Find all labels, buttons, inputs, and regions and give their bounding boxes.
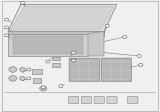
FancyBboxPatch shape [94, 96, 104, 103]
FancyBboxPatch shape [68, 96, 79, 103]
Bar [32, 69, 42, 74]
Circle shape [20, 76, 25, 80]
Polygon shape [69, 58, 99, 81]
Circle shape [105, 24, 109, 27]
Circle shape [72, 51, 76, 54]
Circle shape [41, 86, 45, 89]
Circle shape [59, 85, 63, 88]
FancyBboxPatch shape [81, 96, 92, 103]
Circle shape [139, 64, 143, 66]
Polygon shape [13, 36, 83, 54]
Polygon shape [8, 4, 117, 31]
Circle shape [27, 77, 31, 80]
Circle shape [20, 1, 24, 4]
Polygon shape [8, 34, 88, 56]
Bar [52, 63, 60, 67]
Circle shape [4, 26, 8, 29]
Bar [52, 57, 60, 60]
Polygon shape [88, 31, 104, 56]
Polygon shape [11, 7, 114, 29]
Polygon shape [8, 31, 104, 37]
Circle shape [4, 34, 8, 37]
Circle shape [123, 36, 127, 38]
Bar [33, 78, 41, 83]
FancyBboxPatch shape [128, 96, 138, 103]
Circle shape [9, 67, 17, 72]
Circle shape [137, 55, 141, 57]
Circle shape [46, 60, 50, 63]
FancyBboxPatch shape [107, 96, 117, 103]
Circle shape [9, 76, 17, 81]
Circle shape [40, 86, 47, 91]
Circle shape [72, 59, 76, 62]
Circle shape [4, 18, 8, 21]
Circle shape [20, 67, 25, 71]
Circle shape [27, 68, 31, 71]
Polygon shape [101, 58, 131, 81]
